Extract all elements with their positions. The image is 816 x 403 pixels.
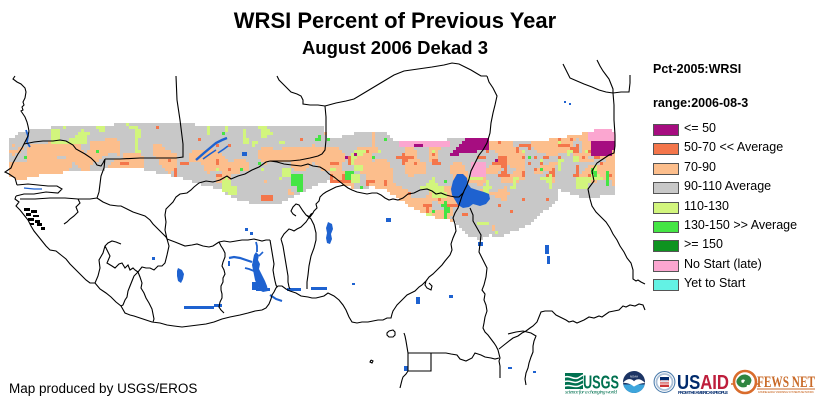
svg-text:FROM THE AMERICAN PEOPLE: FROM THE AMERICAN PEOPLE: [678, 390, 728, 395]
svg-text:science for a changing world: science for a changing world: [565, 389, 617, 396]
svg-text:NOAA: NOAA: [630, 375, 638, 379]
svg-text:FEWS NET: FEWS NET: [757, 374, 815, 391]
svg-text:USGS: USGS: [583, 373, 619, 393]
svg-text:USAID: USAID: [677, 372, 729, 394]
svg-text:FAMINE EARLY WARNING SYSTEMS N: FAMINE EARLY WARNING SYSTEMS NETWORK: [758, 390, 814, 394]
